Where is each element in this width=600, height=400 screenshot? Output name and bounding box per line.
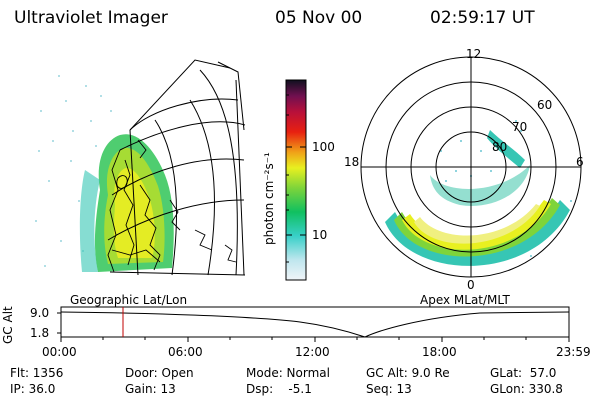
coastlines: [107, 139, 237, 273]
alt-xtick-1: 06:00: [168, 345, 203, 359]
mlt-label-18: 18: [344, 155, 360, 169]
gain-info: Gain: 13: [125, 382, 176, 396]
ip-info: IP: 36.0: [10, 382, 56, 396]
colorbar-tick-10: 10: [312, 228, 328, 242]
mlt-label-6: 6: [576, 155, 584, 169]
geographic-panel: [35, 59, 246, 276]
geographic-caption: Geographic Lat/Lon: [70, 293, 188, 307]
door-info: Door: Open: [125, 366, 194, 380]
colorbar: [285, 79, 307, 281]
apex-caption: Apex MLat/MLT: [420, 293, 510, 307]
alt-ytick-9: 9.0: [30, 306, 50, 320]
date-label: 05 Nov 00: [275, 8, 363, 28]
lat-label-60: 60: [537, 98, 553, 112]
time-label: 02:59:17 UT: [430, 8, 535, 28]
glon-info: GLon: 330.8: [490, 382, 563, 396]
dsp-info: Dsp: -5.1: [246, 382, 312, 396]
colorbar-label: photon cm⁻²s⁻¹: [262, 152, 276, 245]
lat-lon-grid: [107, 59, 246, 276]
flt-info: Flt: 1356: [10, 366, 64, 380]
mlt-label-12: 12: [466, 47, 482, 61]
colorbar-tick-100: 100: [312, 140, 335, 154]
alt-xtick-4: 23:59: [556, 345, 591, 359]
alt-xtick-0: 00:00: [42, 345, 77, 359]
alt-ylabel: GC Alt: [1, 306, 15, 344]
lat-label-80: 80: [492, 140, 508, 154]
mode-info: Mode: Normal: [246, 366, 330, 380]
altitude-curve: [60, 311, 570, 338]
seq-info: Seq: 13: [366, 382, 412, 396]
gcalt-info: GC Alt: 9.0 Re: [366, 366, 450, 380]
instrument-title: Ultraviolet Imager: [14, 8, 168, 28]
alt-ytick-1: 1.8: [30, 326, 50, 340]
alt-xtick-3: 18:00: [422, 345, 457, 359]
polar-panel: [360, 56, 582, 278]
glat-info: GLat: 57.0: [490, 366, 557, 380]
mlt-label-0: 0: [467, 278, 475, 292]
alt-xtick-2: 12:00: [295, 345, 330, 359]
altitude-plot: [57, 306, 570, 342]
lat-label-70: 70: [512, 120, 528, 134]
